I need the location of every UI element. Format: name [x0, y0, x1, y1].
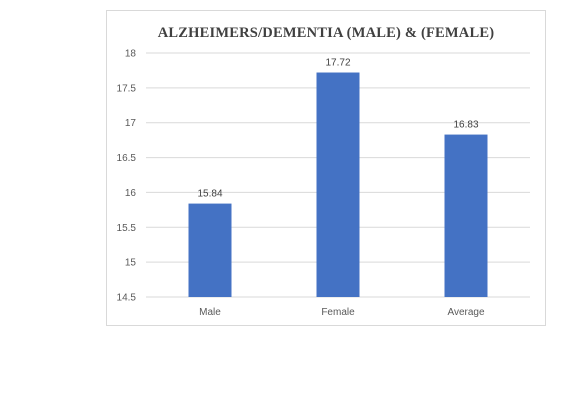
y-tick-label: 16: [125, 188, 137, 199]
bar-female: [316, 72, 360, 298]
y-tick-label: 16.5: [117, 153, 137, 164]
x-tick-label-female: Female: [321, 307, 355, 318]
data-label-male: 15.84: [197, 189, 222, 200]
bar-male: [188, 203, 232, 297]
data-label-average: 16.83: [453, 120, 478, 131]
y-tick-label: 15: [125, 258, 137, 269]
x-tick-label-average: Average: [447, 307, 485, 318]
y-tick-label: 17.5: [117, 83, 137, 94]
y-tick-label: 17: [125, 118, 137, 129]
y-tick-label: 14.5: [117, 293, 137, 304]
chart-title: ALZHEIMERS/DEMENTIA (MALE) & (FEMALE): [157, 25, 495, 41]
x-tick-label-male: Male: [199, 307, 221, 318]
bars: [188, 72, 488, 298]
data-labels: 15.84 17.72 16.83: [197, 58, 478, 200]
y-tick-label: 18: [125, 49, 137, 60]
y-tick-label: 15.5: [117, 223, 137, 234]
bar-average: [444, 134, 488, 297]
x-axis-ticks: Male Female Average: [199, 307, 485, 318]
y-axis-ticks: 14.5 15 15.5 16 16.5 17 17.5 18: [117, 49, 137, 304]
data-label-female: 17.72: [325, 58, 350, 69]
